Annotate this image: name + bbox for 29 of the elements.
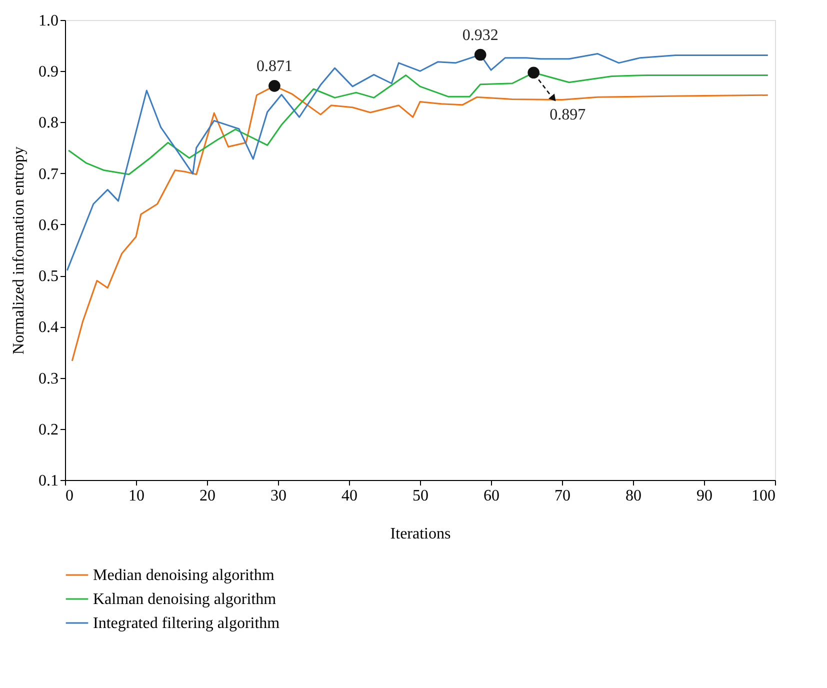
x-tick-label: 20 bbox=[200, 488, 216, 504]
y-tick-label: 0.5 bbox=[38, 268, 58, 286]
x-tick-label: 30 bbox=[270, 488, 286, 504]
annotation: 0.871 bbox=[256, 58, 292, 75]
x-tick-label: 40 bbox=[342, 488, 358, 504]
y-tick-label: 1.0 bbox=[38, 12, 58, 30]
x-tick-label: 90 bbox=[696, 488, 712, 504]
y-axis-title: Normalized information entropy bbox=[10, 146, 28, 354]
x-tick-label: 100 bbox=[752, 488, 776, 504]
y-tick-label: 0.7 bbox=[38, 166, 58, 183]
x-tick-label: 80 bbox=[626, 488, 642, 504]
x-tick-label: 60 bbox=[484, 488, 500, 504]
x-tick-label: 10 bbox=[128, 488, 144, 504]
annotation: 0.932 bbox=[462, 26, 498, 44]
y-tick-label: 0.3 bbox=[38, 370, 58, 388]
y-tick-label: 0.1 bbox=[38, 472, 58, 490]
legend-label: Kalman denoising algorithm bbox=[93, 591, 277, 608]
y-tick-label: 0.6 bbox=[38, 216, 58, 234]
y-tick-label: 0.8 bbox=[38, 114, 58, 132]
x-tick-label: 70 bbox=[554, 488, 570, 504]
y-tick-label: 0.9 bbox=[38, 64, 58, 81]
x-axis-title: Iterations bbox=[390, 526, 451, 542]
legend-label: Median denoising algorithm bbox=[93, 567, 275, 584]
legend-label: Integrated filtering algorithm bbox=[93, 615, 280, 632]
x-tick-label: 0 bbox=[66, 488, 74, 504]
y-tick-label: 0.2 bbox=[38, 421, 58, 438]
y-tick-label: 0.4 bbox=[38, 319, 58, 336]
x-tick-label: 50 bbox=[412, 488, 428, 504]
annotation: 0.897 bbox=[550, 106, 586, 124]
